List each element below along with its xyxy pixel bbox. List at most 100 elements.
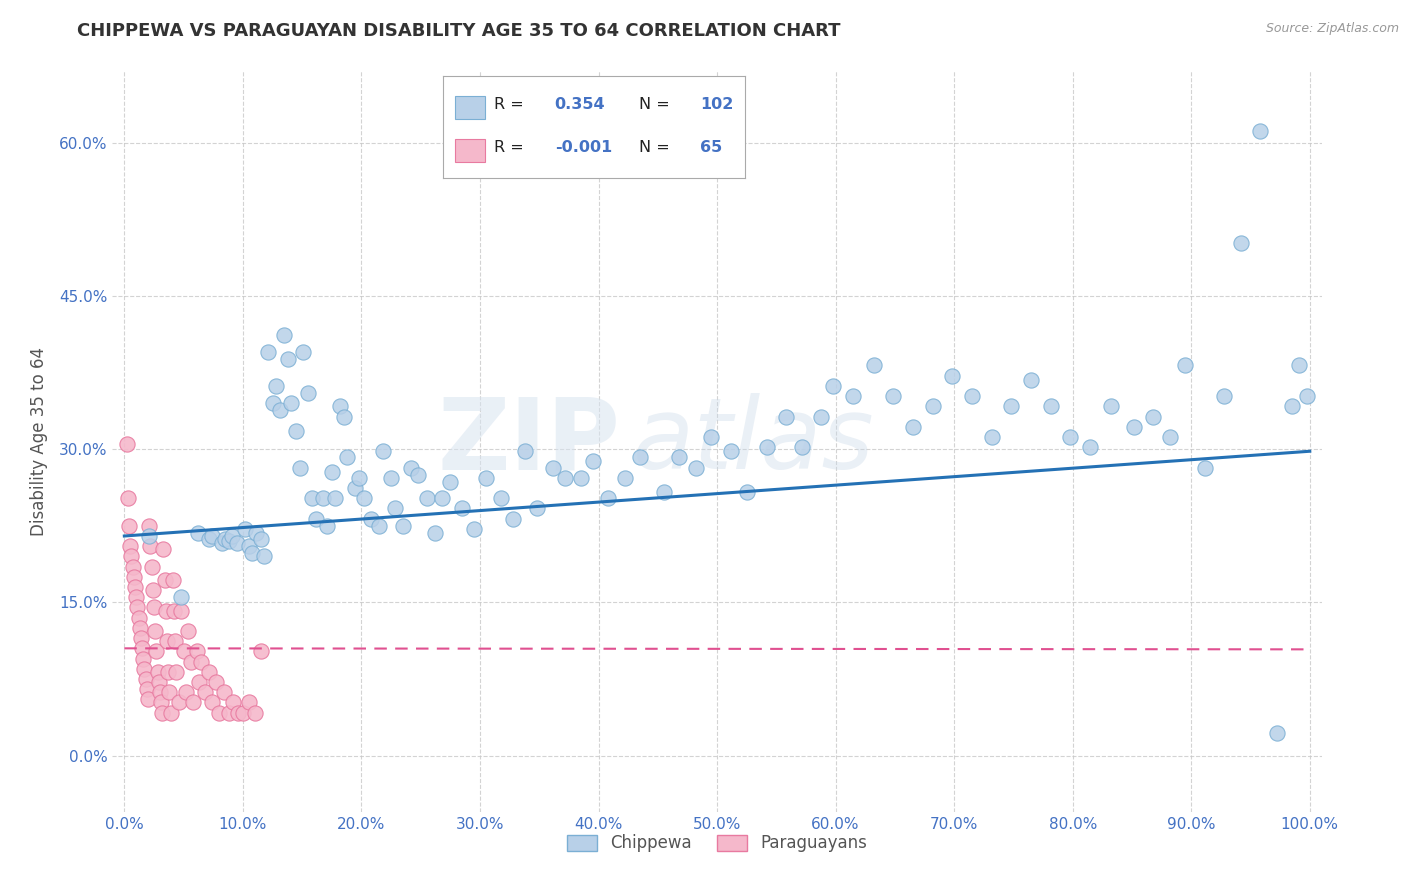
Point <box>115 437 138 451</box>
Point <box>668 450 690 465</box>
Point <box>1174 359 1197 373</box>
Point <box>120 549 142 564</box>
Point <box>243 706 266 720</box>
Point <box>960 389 983 403</box>
Point <box>156 634 179 648</box>
Point <box>543 460 565 475</box>
Point <box>1159 430 1181 444</box>
Point <box>288 460 311 475</box>
Text: R =: R = <box>495 97 524 112</box>
Point <box>1194 460 1216 475</box>
Point <box>138 518 160 533</box>
Point <box>181 696 204 710</box>
Point <box>901 419 924 434</box>
Point <box>162 573 184 587</box>
Point <box>399 460 422 475</box>
Point <box>384 501 406 516</box>
Point <box>232 706 254 720</box>
Point <box>159 706 181 720</box>
Text: R =: R = <box>495 140 524 155</box>
Point <box>941 368 963 383</box>
Point <box>177 624 200 638</box>
Point <box>127 600 149 615</box>
Point <box>277 352 299 367</box>
Point <box>157 665 180 679</box>
Point <box>117 491 139 506</box>
Point <box>128 610 150 624</box>
Point <box>491 491 513 506</box>
Point <box>238 696 260 710</box>
Point <box>842 389 865 403</box>
Point <box>153 573 176 587</box>
Point <box>292 345 315 359</box>
Point <box>371 444 394 458</box>
Point <box>249 532 271 546</box>
Point <box>981 430 1004 444</box>
Point <box>201 529 224 543</box>
Point <box>628 450 651 465</box>
Point <box>882 389 904 403</box>
Point <box>132 651 155 665</box>
Point <box>187 525 209 540</box>
Point <box>353 491 375 506</box>
Point <box>197 532 219 546</box>
Point <box>336 450 359 465</box>
Point <box>173 644 195 658</box>
Point <box>165 634 187 648</box>
Point <box>226 706 249 720</box>
Point <box>143 624 166 638</box>
Point <box>273 327 295 342</box>
Point <box>463 522 485 536</box>
Text: -0.001: -0.001 <box>555 140 612 155</box>
Point <box>208 706 231 720</box>
Point <box>451 501 474 516</box>
Point <box>475 471 498 485</box>
Point <box>211 536 233 550</box>
Point <box>167 696 190 710</box>
Point <box>122 570 145 584</box>
Point <box>120 539 142 553</box>
Point <box>312 491 335 506</box>
Point <box>150 696 173 710</box>
Point <box>755 440 778 454</box>
Point <box>280 396 302 410</box>
Point <box>174 685 197 699</box>
Point <box>180 655 202 669</box>
Point <box>190 655 212 669</box>
Point <box>301 491 323 506</box>
Point <box>128 621 150 635</box>
Point <box>150 706 173 720</box>
Point <box>129 631 152 645</box>
Point <box>253 549 276 564</box>
Point <box>921 400 943 414</box>
Point <box>194 685 217 699</box>
Point <box>142 583 165 598</box>
Point <box>1099 400 1122 414</box>
Text: ZIP: ZIP <box>437 393 620 490</box>
Text: CHIPPEWA VS PARAGUAYAN DISABILITY AGE 35 TO 64 CORRELATION CHART: CHIPPEWA VS PARAGUAYAN DISABILITY AGE 35… <box>77 22 841 40</box>
Point <box>233 522 256 536</box>
Point <box>316 518 339 533</box>
Point <box>134 662 156 676</box>
Point <box>135 682 157 697</box>
Point <box>775 409 797 424</box>
FancyBboxPatch shape <box>456 96 485 119</box>
Point <box>170 603 193 617</box>
Point <box>141 559 163 574</box>
Text: N =: N = <box>640 140 671 155</box>
Text: 65: 65 <box>700 140 723 155</box>
Point <box>297 386 319 401</box>
Point <box>430 491 453 506</box>
Point <box>1142 409 1164 424</box>
Point <box>163 603 186 617</box>
Text: 0.354: 0.354 <box>555 97 606 112</box>
Point <box>862 359 884 373</box>
Point <box>149 685 172 699</box>
Point <box>332 409 354 424</box>
Point <box>139 539 162 553</box>
Point <box>329 400 352 414</box>
Point <box>188 675 211 690</box>
Point <box>408 467 430 482</box>
Text: Source: ZipAtlas.com: Source: ZipAtlas.com <box>1265 22 1399 36</box>
Point <box>1265 726 1288 740</box>
